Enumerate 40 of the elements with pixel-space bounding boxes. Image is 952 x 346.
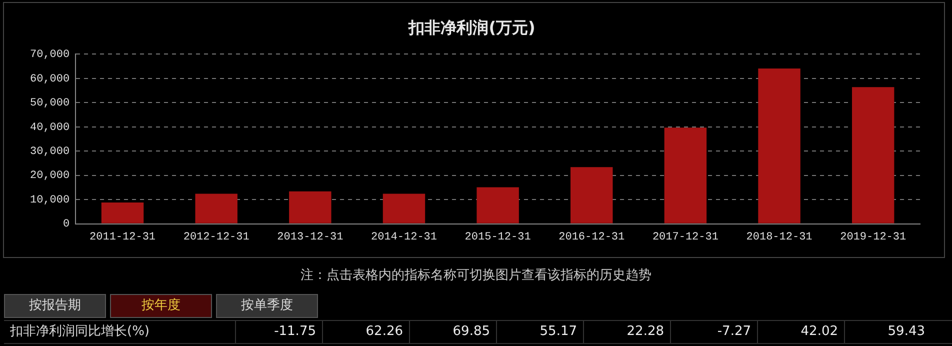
- bar: [852, 87, 894, 224]
- bar: [570, 167, 613, 224]
- chart-title: 扣非净利润(万元): [408, 18, 536, 37]
- text: -7.27: [670, 321, 757, 343]
- text: 22.28: [583, 321, 670, 343]
- y-tick-label: 0: [62, 218, 70, 231]
- text: 按单季度: [216, 294, 318, 318]
- x-tick-label: 2012-12-31: [183, 231, 250, 244]
- text: 按年度: [110, 294, 212, 318]
- x-tick-label: 2016-12-31: [558, 231, 626, 244]
- x-tick-label: 2018-12-31: [746, 231, 813, 244]
- y-tick-label: 20,000: [30, 170, 70, 182]
- y-tick-label: 60,000: [30, 73, 70, 86]
- x-tick-label: 2017-12-31: [652, 231, 719, 244]
- y-tick-label: 30,000: [30, 146, 70, 158]
- text: 注：点击表格内的指标名称可切换图片查看该指标的历史趋势: [300, 267, 652, 284]
- bar: [289, 191, 332, 224]
- text: 42.02: [757, 321, 844, 343]
- bar: [382, 194, 426, 224]
- x-tick-label: 2013-12-31: [277, 231, 344, 244]
- text: 59.43: [844, 321, 931, 343]
- x-tick-label: 2015-12-31: [464, 231, 532, 244]
- y-tick-label: 40,000: [30, 122, 70, 134]
- x-tick-label: 2019-12-31: [840, 231, 906, 244]
- x-tick-label: 2011-12-31: [90, 231, 156, 244]
- bar: [758, 68, 800, 224]
- bar: [664, 128, 707, 224]
- text: 69.85: [409, 321, 496, 343]
- bar: [195, 194, 238, 224]
- text: 55.17: [496, 321, 583, 343]
- text: -11.75: [235, 321, 322, 343]
- y-tick-label: 50,000: [30, 98, 70, 110]
- x-tick-label: 2014-12-31: [370, 231, 438, 244]
- y-tick-label: 10,000: [30, 194, 70, 206]
- bar: [101, 202, 144, 224]
- text: 扣非净利润同比增长(%): [9, 323, 150, 341]
- y-tick-label: 70,000: [30, 49, 70, 62]
- text: 按报告期: [4, 294, 106, 318]
- bar: [476, 187, 519, 224]
- text: 62.26: [322, 321, 409, 343]
